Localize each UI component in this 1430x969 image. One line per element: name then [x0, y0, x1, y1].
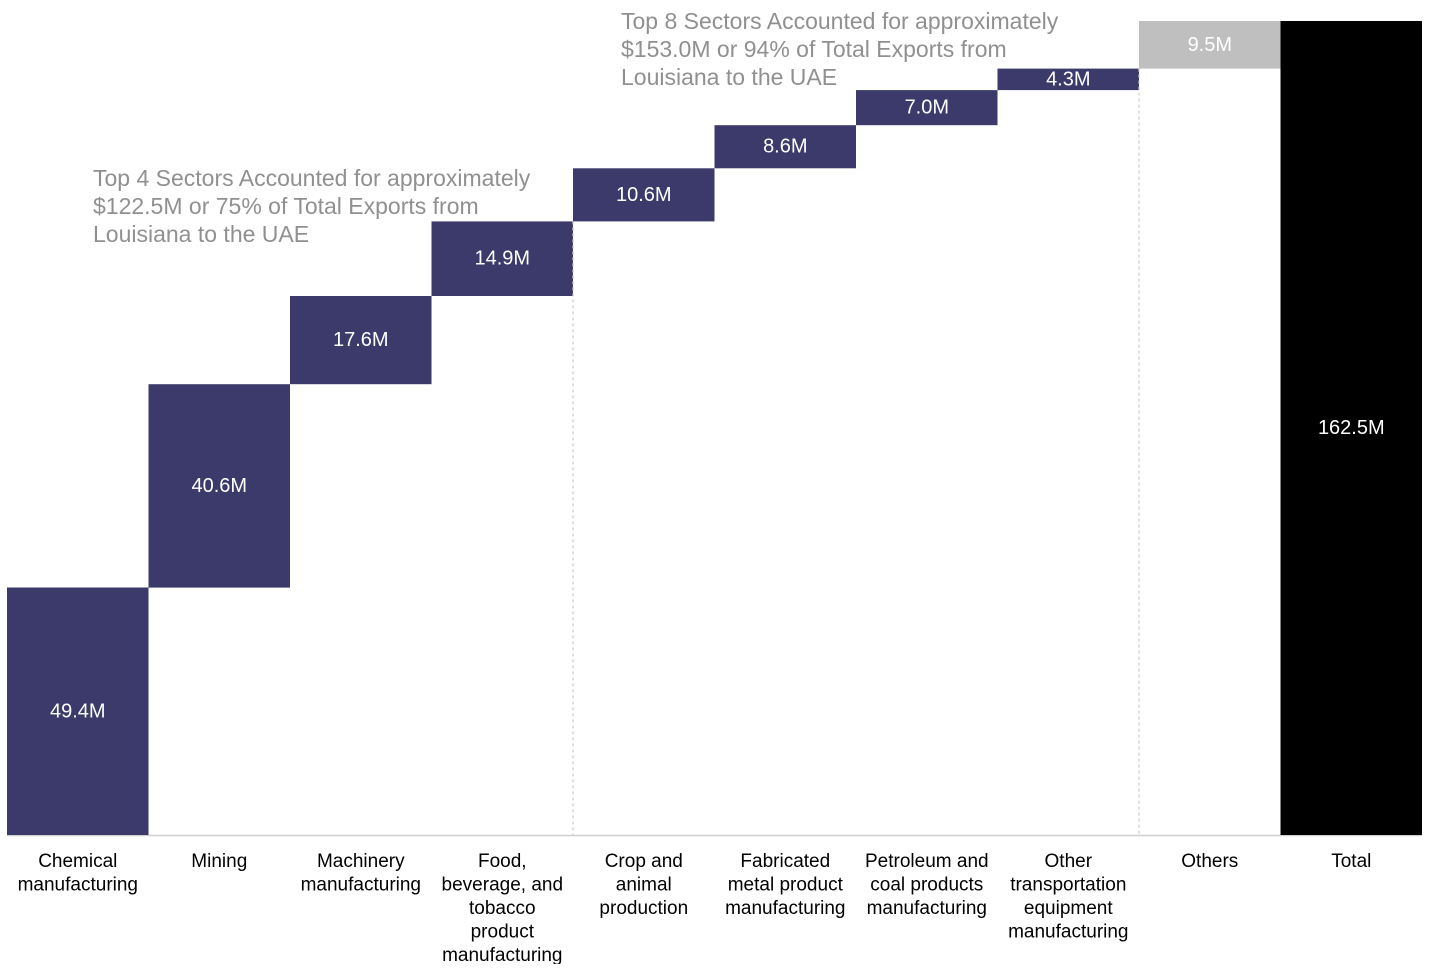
x-tick-label-line: Fabricated [740, 851, 830, 872]
bar [1139, 21, 1281, 69]
x-tick-label-line: manufacturing [867, 898, 987, 919]
x-tick-label-line: metal product [728, 875, 844, 896]
x-tick-label-line: transportation [1010, 875, 1126, 896]
annotation-top4-line: $122.5M or 75% of Total Exports from [93, 193, 479, 219]
x-tick-label-line: product [471, 922, 535, 943]
x-tick-label: Chemical manufacturing [18, 851, 138, 896]
bar [148, 384, 290, 588]
x-tick-label: Other transportation equipment manufacturin… [1008, 851, 1128, 943]
x-tick-label-line: Total [1331, 851, 1371, 872]
x-tick-label-line: Food, [478, 851, 527, 872]
x-tick-label: Total [1331, 851, 1371, 872]
x-tick-label-line: manufacturing [18, 875, 138, 896]
bar [573, 168, 715, 222]
bar-value-label: 7.0M [905, 97, 949, 119]
bar [997, 68, 1139, 91]
annotation-top4: Top 4 Sectors Accounted for approximatel… [93, 164, 530, 248]
x-tick-label-line: Chemical [38, 851, 117, 872]
x-tick-label: Food, beverage, and tobacco product manufact… [442, 851, 564, 964]
annotation-top8-line: Top 8 Sectors Accounted for approximatel… [621, 8, 1059, 34]
annotation-top8: Top 8 Sectors Accounted for approximatel… [621, 7, 1058, 91]
bar-value-label: 17.6M [333, 329, 389, 351]
bar [431, 221, 573, 296]
x-tick-label-line: Other [1045, 851, 1093, 872]
x-tick-label-line: Others [1181, 851, 1238, 872]
bar-value-label: 14.9M [475, 248, 531, 270]
x-tick-label-line: Crop and [605, 851, 683, 872]
bar-value-label: 10.6M [616, 184, 672, 206]
annotation-top4-line: Louisiana to the UAE [93, 221, 310, 247]
x-tick-label-line: manufacturing [1008, 922, 1128, 943]
x-tick-label-line: tobacco [469, 898, 536, 919]
bar-value-label: 8.6M [763, 136, 807, 158]
bar [1280, 21, 1422, 835]
x-tick-label: Crop and animal production [599, 851, 688, 919]
x-tick-label-line: Petroleum and [865, 851, 989, 872]
x-tick-label: Petroleum and coal products manufacturing [865, 851, 989, 919]
x-tick-label: Others [1181, 851, 1238, 872]
x-tick-label-line: equipment [1024, 898, 1113, 919]
x-tick-label-line: manufacturing [301, 875, 421, 896]
bar-value-label: 4.3M [1046, 68, 1090, 90]
bar-value-label: 162.5M [1318, 417, 1385, 439]
bar [856, 90, 998, 126]
x-tick-label-line: beverage, and [442, 875, 564, 896]
x-tick-label: Machinery manufacturing [301, 851, 421, 896]
bar [7, 587, 149, 835]
x-tick-label: Mining [191, 851, 247, 872]
bar-value-label: 49.4M [50, 700, 106, 722]
annotation-top4-line: Top 4 Sectors Accounted for approximatel… [93, 165, 531, 191]
x-tick-label-line: Machinery [317, 851, 405, 872]
bar-value-label: 9.5M [1188, 34, 1232, 56]
bar [714, 125, 856, 169]
x-tick-label-line: animal [616, 875, 672, 896]
annotation-top8-line: $153.0M or 94% of Total Exports from [621, 36, 1007, 62]
x-tick-label: Fabricated metal product manufacturing [725, 851, 845, 919]
x-tick-label-line: manufacturing [725, 898, 845, 919]
x-tick-label-line: Mining [191, 851, 247, 872]
x-tick-label-line: manufacturing [442, 945, 562, 964]
x-tick-label-line: coal products [870, 875, 983, 896]
bar-value-label: 40.6M [192, 475, 248, 497]
annotation-top8-line: Louisiana to the UAE [621, 64, 838, 90]
x-tick-label-line: production [599, 898, 688, 919]
bar [290, 296, 432, 385]
